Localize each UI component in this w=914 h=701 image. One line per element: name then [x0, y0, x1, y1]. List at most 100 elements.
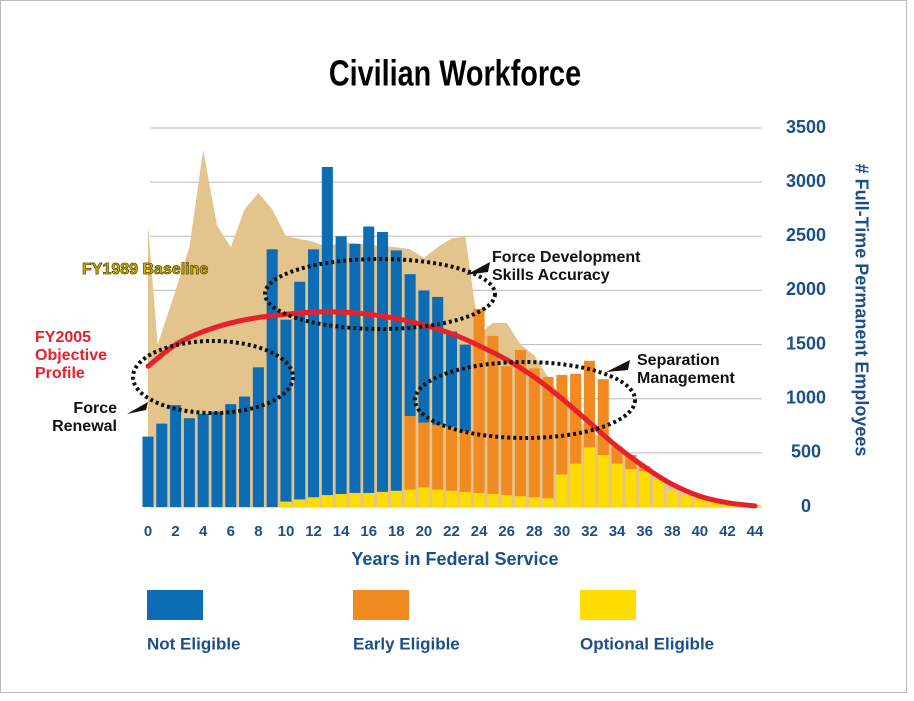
bar: [501, 366, 513, 496]
bar: [473, 308, 485, 493]
bar: [625, 469, 637, 507]
bar: [404, 274, 416, 417]
bar: [308, 497, 320, 507]
bar: [597, 379, 609, 456]
x-tick-label: 6: [227, 523, 235, 540]
bar: [390, 250, 402, 491]
annotation: Force: [73, 400, 117, 417]
annotation: Management: [637, 370, 735, 387]
bar: [432, 424, 444, 490]
ellipse: [263, 257, 497, 331]
bar: [225, 404, 237, 507]
pointer: [127, 402, 148, 414]
x-tick-label: 4: [199, 523, 208, 540]
legend-label: Not Eligible: [147, 634, 241, 653]
bar: [418, 487, 430, 507]
bar: [294, 281, 306, 500]
bar-layer: [142, 166, 761, 507]
bar: [666, 490, 678, 507]
ellipse: [131, 339, 295, 415]
bar: [611, 463, 623, 507]
legend-swatch: [580, 590, 636, 620]
bar: [570, 373, 582, 464]
bar: [459, 344, 471, 432]
bar: [514, 349, 526, 497]
bar: [583, 360, 595, 448]
bar: [432, 489, 444, 507]
annotation: Objective: [35, 347, 107, 364]
annotation: Force Development: [492, 249, 641, 266]
x-tick-label: 30: [554, 523, 571, 540]
bar: [542, 377, 554, 499]
bar: [556, 374, 568, 475]
x-tick-label: 18: [388, 523, 405, 540]
x-tick-label: 22: [443, 523, 460, 540]
bar: [639, 471, 651, 507]
y-tick-label: 3500: [786, 117, 826, 137]
bar: [680, 496, 692, 507]
bar: [404, 489, 416, 507]
bar: [252, 367, 264, 507]
bar: [294, 499, 306, 507]
bar: [156, 423, 168, 507]
line-layer: [145, 309, 758, 509]
bar: [583, 447, 595, 507]
x-tick-label: 12: [305, 523, 322, 540]
bar: [694, 498, 706, 507]
bar: [377, 231, 389, 492]
y-tick-label: 1000: [786, 387, 826, 407]
bar: [473, 492, 485, 507]
bar: [170, 405, 182, 507]
x-tick-label: 32: [581, 523, 598, 540]
legend-label: Early Eligible: [353, 634, 460, 653]
annotation: FY2005: [35, 329, 91, 346]
legend-swatch: [353, 590, 409, 620]
bar: [528, 497, 540, 507]
x-tick-label: 26: [498, 523, 515, 540]
bar: [321, 495, 333, 507]
bar: [197, 413, 209, 507]
x-tick-label: 40: [691, 523, 708, 540]
objective-curve: [145, 309, 758, 509]
annotation: Renewal: [52, 418, 117, 435]
bar: [445, 331, 458, 427]
y-tick-label: 2500: [786, 225, 826, 245]
bar: [321, 166, 333, 496]
annotation: Profile: [35, 365, 85, 382]
bar: [142, 436, 154, 507]
x-tick-label: 38: [664, 523, 681, 540]
bar: [625, 455, 637, 470]
bar: [487, 335, 499, 495]
x-tick-label: 14: [333, 523, 350, 540]
bar: [487, 494, 499, 507]
x-tick-label: 36: [636, 523, 653, 540]
bar: [363, 492, 375, 507]
x-tick-label: 16: [360, 523, 377, 540]
x-tick-label: 24: [471, 523, 488, 540]
chart-title: Civilian Workforce: [329, 52, 581, 93]
y-tick-label: 2000: [786, 279, 826, 299]
annotation: FY1989 Baseline: [82, 261, 208, 278]
bar: [459, 431, 471, 492]
x-tick-label: 0: [144, 523, 152, 540]
pointers: [127, 262, 630, 414]
annotation: Separation: [637, 352, 720, 369]
bar: [363, 226, 375, 493]
bar: [335, 494, 347, 507]
x-tick-label: 28: [526, 523, 543, 540]
bar: [556, 474, 568, 507]
bar: [390, 490, 402, 507]
y-axis-label: # Full-Time Permanent Employees: [851, 164, 871, 457]
legend-label: Optional Eligible: [580, 634, 714, 653]
y-tick-label: 3000: [786, 171, 826, 191]
pointer: [466, 262, 490, 275]
bar: [418, 290, 430, 423]
ellipse: [413, 360, 637, 440]
legend-swatch: [147, 590, 203, 620]
x-tick-label: 44: [747, 523, 764, 540]
x-tick-label: 42: [719, 523, 736, 540]
bar: [239, 396, 251, 507]
x-tick-label: 8: [254, 523, 262, 540]
